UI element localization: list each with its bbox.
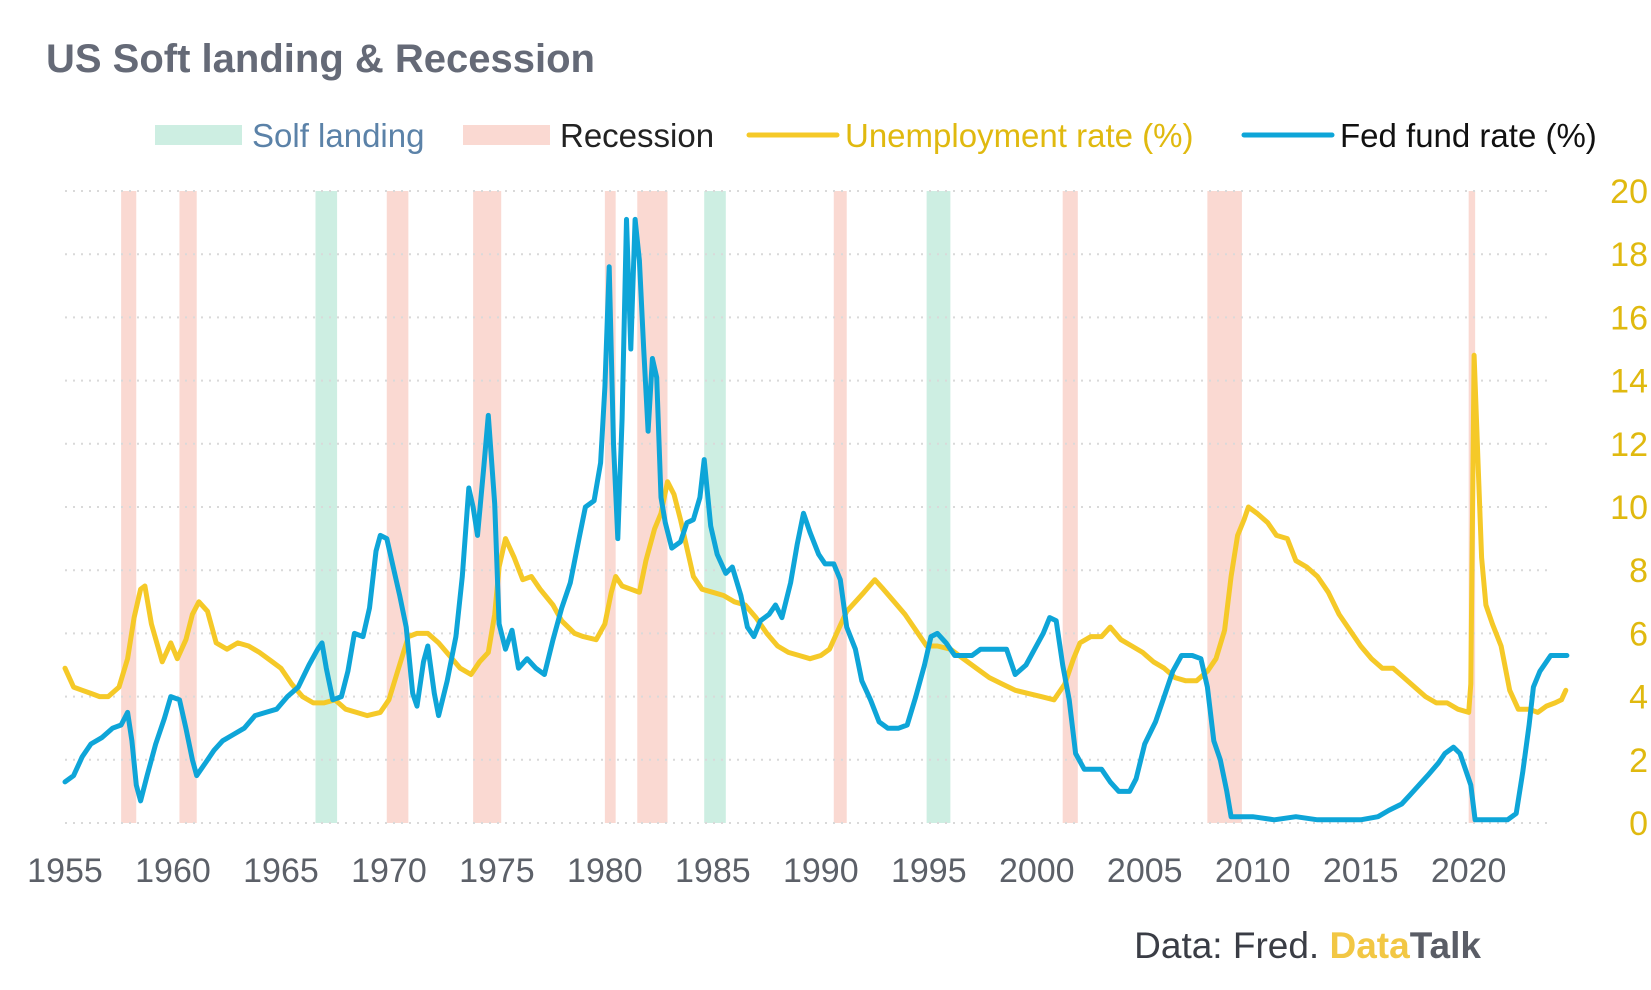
legend-swatch-recession — [463, 125, 550, 145]
x-tick-label: 1990 — [783, 852, 859, 890]
x-tick-label: 1960 — [135, 852, 211, 890]
series-lines — [62, 216, 1570, 823]
legend-swatch-soft-landing — [155, 125, 242, 145]
y-tick-label: 18 — [1610, 236, 1648, 274]
recession-band — [1062, 191, 1078, 823]
x-tick-label: 1985 — [675, 852, 751, 890]
y-axis: 0 2 4 6 8 10 12 14 16 18 20 — [1610, 173, 1648, 843]
y-tick-label: 20 — [1610, 173, 1648, 211]
shaded-periods — [121, 191, 1476, 823]
legend-label-fed-fund: Fed fund rate (%) — [1340, 117, 1597, 154]
y-tick-label: 12 — [1610, 426, 1648, 464]
y-tick-label: 2 — [1629, 742, 1648, 780]
x-tick-label: 1995 — [891, 852, 967, 890]
y-tick-label: 6 — [1629, 615, 1648, 653]
chart-title: US Soft landing & Recession — [46, 37, 595, 81]
y-tick-label: 14 — [1610, 363, 1648, 401]
x-tick-label: 2000 — [999, 852, 1075, 890]
soft-landing-band — [704, 191, 726, 823]
recession-band — [386, 191, 409, 823]
legend-label-soft-landing: Solf landing — [252, 117, 424, 154]
y-tick-label: 10 — [1610, 489, 1648, 527]
x-tick-label: 1965 — [243, 852, 319, 890]
x-tick-label: 2020 — [1431, 852, 1507, 890]
y-tick-label: 4 — [1629, 679, 1648, 717]
gridlines — [65, 190, 1548, 824]
source-credit: Data: Fred. DataTalk — [1134, 925, 1481, 967]
legend-label-unemployment: Unemployment rate (%) — [845, 117, 1193, 154]
brand-logo-part1: Data — [1329, 925, 1410, 966]
legend-label-recession: Recession — [560, 117, 714, 154]
x-tick-label: 2005 — [1107, 852, 1183, 890]
recession-band — [833, 191, 847, 823]
y-tick-label: 16 — [1610, 299, 1648, 337]
y-tick-label: 8 — [1629, 552, 1648, 590]
y-tick-label: 0 — [1629, 805, 1648, 843]
source-label: Data: Fred. — [1134, 925, 1320, 966]
unemployment-line — [62, 352, 1569, 719]
soft-landing-band — [315, 191, 338, 823]
x-tick-label: 1975 — [459, 852, 535, 890]
fed_fund-line — [62, 216, 1570, 823]
x-tick-label: 1955 — [27, 852, 103, 890]
x-tick-label: 1980 — [567, 852, 643, 890]
x-tick-label: 2010 — [1215, 852, 1291, 890]
recession-band — [179, 191, 197, 823]
brand-logo-part2: Talk — [1409, 925, 1481, 966]
x-axis: 1955 1960 1965 1970 1975 1980 1985 1990 1995 2000… — [27, 852, 1506, 890]
x-tick-label: 1970 — [351, 852, 427, 890]
legend: Solf landing Recession Unemployment rate… — [155, 117, 1597, 154]
x-tick-label: 2015 — [1323, 852, 1399, 890]
